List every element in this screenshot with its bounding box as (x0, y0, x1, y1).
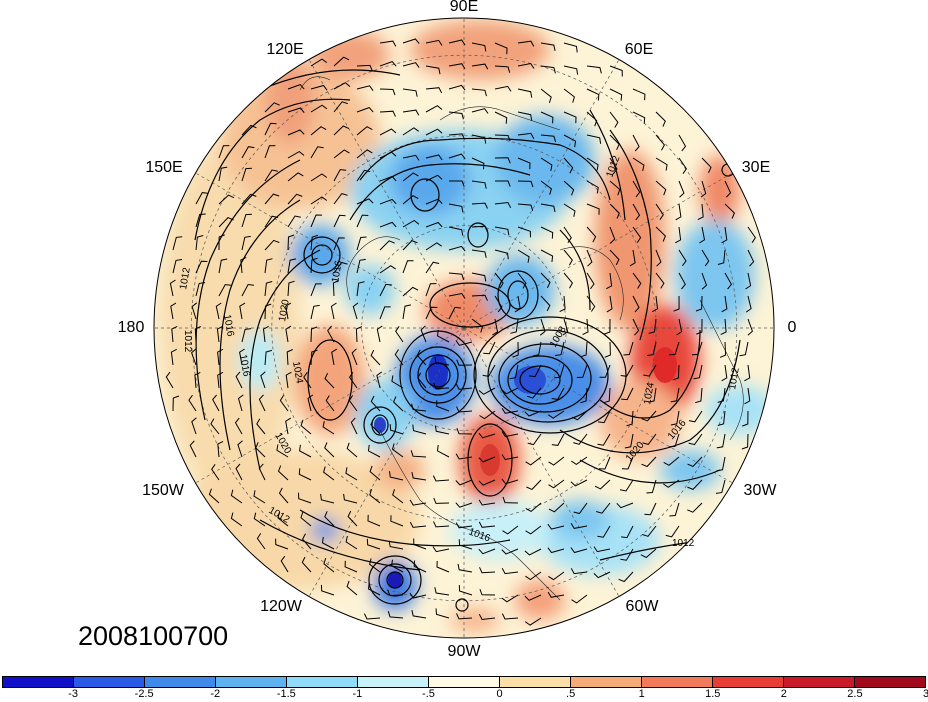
colorbar-label: -2 (210, 688, 221, 700)
lon-label-120e: 120E (266, 41, 304, 58)
contour-label: 1016 (221, 314, 236, 338)
lon-label-0: 0 (787, 319, 797, 336)
colorbar-cell (500, 677, 571, 687)
contour-label: 1012 (178, 266, 193, 290)
colorbar-label: -1.5 (276, 688, 296, 700)
contour-label: 1016 (330, 259, 345, 283)
lon-label-30e: 30E (741, 159, 771, 176)
colorbar-label: 3 (922, 688, 928, 700)
colorbar-label: -1 (352, 688, 363, 700)
colorbar-cell (571, 677, 642, 687)
contour-label: 1012 (672, 538, 695, 549)
colorbar-cell (74, 677, 145, 687)
colorbar-cell (3, 677, 74, 687)
colorbar-label: 2.5 (847, 688, 863, 700)
anomaly-field (160, 20, 774, 632)
contour-label: 1024 (642, 381, 657, 405)
timestamp-label: 2008100700 (78, 621, 229, 651)
colorbar-cell (855, 677, 925, 687)
contour-label: 1024 (290, 361, 305, 385)
colorbar-cell (429, 677, 500, 687)
colorbar-label: 1.5 (705, 688, 721, 700)
contour-label: 1020 (277, 298, 292, 322)
colorbar-cell (784, 677, 855, 687)
colorbar-label: -2.5 (134, 688, 154, 700)
lon-label-60e: 60E (624, 41, 654, 58)
wind-barbs (165, 38, 757, 626)
coastlines (299, 76, 744, 601)
colorbar-label: 1 (638, 688, 645, 700)
pressure-contours (179, 69, 741, 612)
contour-label: 1016 (237, 354, 252, 378)
lon-label-180: 180 (117, 319, 145, 336)
colorbar (2, 676, 926, 688)
colorbar-labels: -3 -2.5 -2 -1.5 -1 -.5 0 .5 1 1.5 2 2.5 3 (0, 688, 928, 702)
colorbar-label: 0 (496, 688, 503, 700)
colorbar-label: .5 (566, 688, 576, 700)
lon-label-90e: 90E (449, 0, 479, 15)
colorbar-label: -3 (68, 688, 78, 700)
lon-label-150e: 150E (145, 159, 183, 176)
colorbar-label: 2 (780, 688, 787, 700)
graticule (154, 18, 774, 638)
colorbar-cell (145, 677, 216, 687)
colorbar-cell (642, 677, 713, 687)
lon-label-90w: 90W (447, 643, 481, 660)
lon-label-60w: 60W (625, 598, 659, 615)
colorbar-cell (358, 677, 429, 687)
colorbar-label: -.5 (422, 688, 435, 700)
colorbar-cell (216, 677, 287, 687)
map-border (153, 17, 775, 639)
lon-label-120w: 120W (260, 598, 302, 615)
lon-label-30w: 30W (743, 482, 777, 499)
contour-label: 1012 (182, 330, 193, 353)
contour-label: 1012 (727, 366, 742, 390)
colorbar-cell (287, 677, 358, 687)
lon-label-150w: 150W (142, 482, 184, 499)
colorbar-cell (713, 677, 784, 687)
map-disk (154, 18, 774, 638)
